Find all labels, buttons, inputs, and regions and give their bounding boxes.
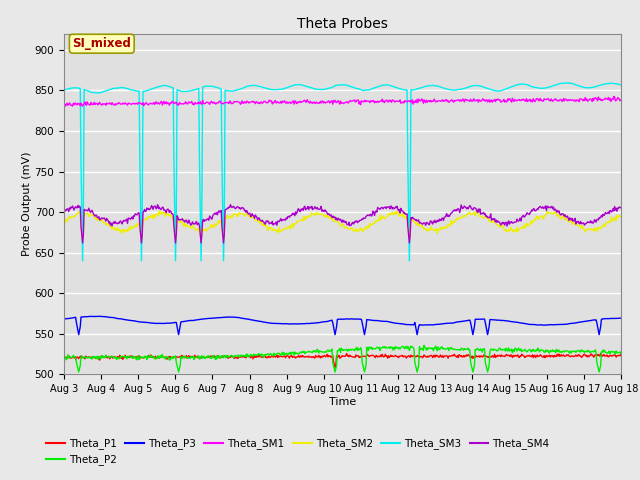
X-axis label: Time: Time (329, 397, 356, 407)
Y-axis label: Probe Output (mV): Probe Output (mV) (22, 152, 32, 256)
Text: SI_mixed: SI_mixed (72, 37, 131, 50)
Title: Theta Probes: Theta Probes (297, 17, 388, 31)
Legend: Theta_P1, Theta_P2, Theta_P3, Theta_SM1, Theta_SM2, Theta_SM3, Theta_SM4: Theta_P1, Theta_P2, Theta_P3, Theta_SM1,… (42, 434, 554, 469)
